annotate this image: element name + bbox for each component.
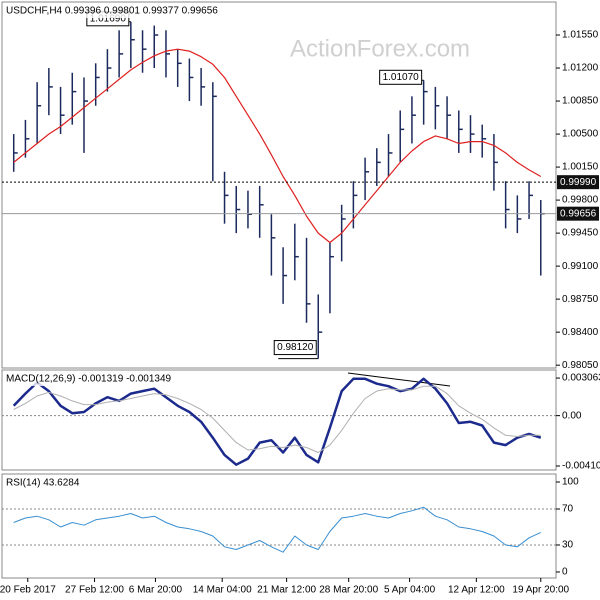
x-tick-label: 27 Feb 12:00: [65, 585, 124, 596]
x-tick-label: 21 Mar 12:00: [257, 585, 316, 596]
series-line: [12, 377, 542, 466]
series-line: [13, 385, 541, 453]
annotation-label: 0.98120: [277, 342, 314, 353]
panel-title: USDCHF,H4 0.99396 0.99801 0.99377 0.9965…: [6, 6, 218, 17]
y-tick-label: 1.01200: [562, 63, 599, 74]
x-tick-label: 14 Mar 04:00: [193, 585, 252, 596]
x-tick-label: 5 Apr 04:00: [384, 585, 436, 596]
x-tick-label: 12 Apr 12:00: [448, 585, 505, 596]
y-tick-label: 0.99800: [562, 195, 599, 206]
annotation-box: [379, 69, 423, 85]
y-tick-label: 0.00: [562, 410, 582, 421]
y-tick-label: 0.003063: [562, 373, 600, 384]
y-tick-label: 1.00850: [562, 96, 599, 107]
series-line: [13, 48, 542, 244]
x-tick-label: 28 Mar 20:00: [319, 585, 378, 596]
price-label-box: [557, 206, 599, 221]
y-tick-label: 0.99100: [562, 261, 599, 272]
title-bg: [3, 476, 183, 490]
annotation-label: 1.01070: [383, 72, 420, 83]
y-tick-label: 70: [562, 504, 574, 515]
panel-title: MACD(12,26,9) -0.001319 -0.001349: [6, 374, 172, 385]
y-tick-label: 1.00500: [562, 129, 599, 140]
panel-frame: [1, 369, 557, 471]
y-tick-label: 100: [562, 477, 579, 488]
y-tick-label: 30: [562, 540, 574, 551]
y-tick-label: 1.00150: [562, 162, 599, 173]
price-label: 0.99990: [560, 177, 597, 188]
y-tick-label: 0.99450: [562, 228, 599, 239]
y-tick-label: 0: [562, 567, 568, 578]
y-tick-label: 1.01550: [562, 30, 599, 41]
watermark: ActionForex.com: [290, 35, 470, 62]
y-tick-label: 0.98050: [562, 360, 599, 371]
trend-line: [347, 372, 451, 387]
x-tick-label: 6 Mar 20:00: [129, 585, 183, 596]
annotation-box: [273, 340, 317, 356]
title-bg: [3, 4, 243, 18]
y-tick-label: -0.004104: [562, 461, 600, 472]
price-label-box: [557, 175, 599, 190]
panel-title: RSI(14) 43.6284: [6, 478, 80, 489]
series-line: [13, 506, 542, 553]
x-tick-label: 19 Apr 20:00: [512, 585, 569, 596]
annotation-label: 1.01690: [90, 13, 127, 24]
x-tick-label: 20 Feb 2017: [0, 585, 56, 596]
panel-frame: [1, 473, 557, 579]
title-bg: [3, 372, 183, 386]
y-tick-label: 0.98400: [562, 327, 599, 338]
price-label: 0.99656: [560, 208, 597, 219]
panel-frame: [1, 1, 557, 369]
y-tick-label: 0.98750: [562, 294, 599, 305]
